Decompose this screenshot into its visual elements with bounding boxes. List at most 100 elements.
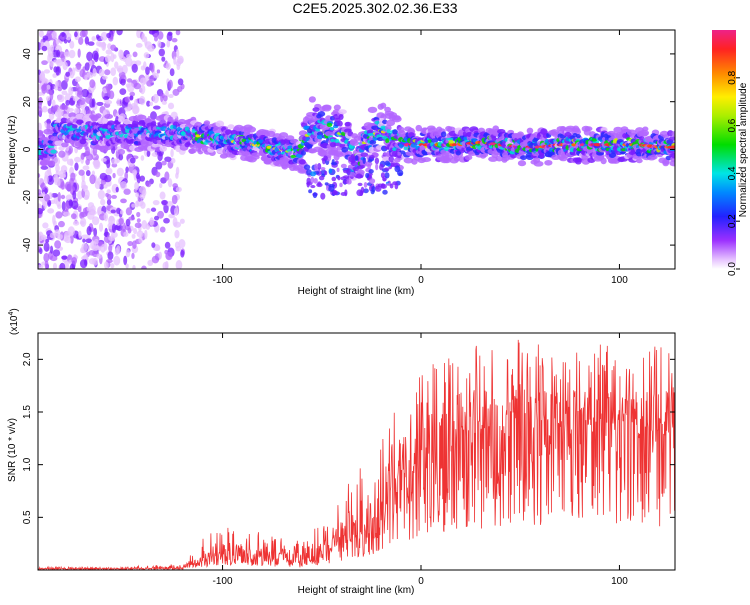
noise-blob bbox=[120, 78, 126, 86]
ridge-blob bbox=[421, 157, 432, 163]
noise-blob bbox=[116, 98, 121, 106]
noise-blob bbox=[151, 255, 160, 264]
ridge-blob bbox=[137, 145, 145, 151]
noise-blob bbox=[60, 181, 65, 190]
ridge-blob bbox=[663, 158, 670, 165]
noise-blob bbox=[164, 241, 171, 249]
ridge-blob bbox=[333, 141, 341, 147]
noise-blob bbox=[104, 55, 112, 63]
noise-blob bbox=[158, 182, 163, 189]
noise-blob bbox=[159, 226, 166, 233]
noise-blob bbox=[59, 262, 66, 269]
ridge-blob bbox=[39, 144, 45, 149]
noise-blob bbox=[56, 49, 61, 58]
noise-blob bbox=[146, 100, 151, 107]
noise-blob bbox=[131, 63, 138, 73]
branch-blob bbox=[391, 150, 398, 158]
ridge-blob bbox=[300, 150, 306, 156]
noise-blob bbox=[170, 148, 174, 158]
noise-blob bbox=[38, 264, 44, 269]
noise-blob bbox=[92, 68, 97, 77]
noise-blob bbox=[133, 227, 138, 235]
top-y-tick-label: 40 bbox=[22, 48, 33, 60]
noise-blob bbox=[177, 55, 184, 64]
noise-blob bbox=[110, 209, 116, 214]
top-y-tick-label: -40 bbox=[22, 237, 33, 252]
ridge-blob bbox=[225, 129, 233, 136]
ridge-blob bbox=[596, 151, 604, 156]
branch-blob bbox=[317, 181, 322, 187]
ridge-blob bbox=[227, 124, 235, 130]
noise-blob bbox=[45, 96, 51, 102]
noise-blob bbox=[127, 240, 134, 247]
branch-blob bbox=[390, 162, 395, 167]
ridge-blob bbox=[455, 150, 462, 156]
noise-blob bbox=[78, 230, 82, 239]
noise-blob bbox=[173, 56, 177, 65]
ridge-blob bbox=[427, 139, 433, 144]
noise-blob bbox=[163, 95, 168, 102]
noise-blob bbox=[130, 157, 136, 164]
noise-blob bbox=[124, 96, 131, 103]
noise-blob bbox=[178, 238, 186, 249]
noise-blob bbox=[38, 173, 41, 178]
noise-blob bbox=[110, 67, 117, 76]
noise-blob bbox=[152, 93, 159, 104]
branch-blob bbox=[352, 166, 359, 172]
ridge-blob bbox=[539, 152, 545, 159]
noise-blob bbox=[103, 110, 107, 116]
noise-blob bbox=[38, 91, 43, 97]
ridge-blob bbox=[306, 144, 313, 150]
ridge-blob bbox=[392, 129, 398, 135]
top-y-axis-label: Frequency (Hz) bbox=[7, 116, 18, 185]
top-x-axis: -100 0 100 bbox=[213, 30, 628, 286]
noise-blob bbox=[41, 84, 47, 94]
ridge-blob bbox=[203, 120, 211, 126]
noise-blob bbox=[145, 181, 152, 188]
noise-blob bbox=[89, 60, 93, 67]
noise-blob bbox=[112, 172, 116, 179]
noise-blob bbox=[40, 165, 49, 170]
noise-blob bbox=[147, 259, 154, 266]
noise-blob bbox=[49, 255, 58, 262]
ridge-blob bbox=[349, 140, 360, 146]
branch-blob bbox=[382, 189, 388, 195]
noise-blob bbox=[150, 111, 157, 120]
noise-blob bbox=[144, 229, 148, 240]
branch-blob bbox=[330, 161, 338, 166]
ridge-blob bbox=[338, 114, 344, 121]
noise-blob bbox=[139, 175, 146, 182]
noise-blob bbox=[79, 211, 85, 220]
noise-blob bbox=[140, 155, 145, 161]
noise-blob bbox=[149, 101, 154, 107]
noise-blob bbox=[126, 78, 133, 83]
noise-blob bbox=[70, 213, 77, 220]
noise-blob bbox=[55, 164, 60, 173]
noise-blob bbox=[153, 105, 161, 110]
branch-blob bbox=[320, 167, 326, 171]
noise-blob bbox=[106, 32, 112, 39]
noise-blob bbox=[91, 36, 96, 42]
noise-blob bbox=[110, 262, 115, 269]
noise-blob bbox=[161, 199, 168, 206]
noise-blob bbox=[63, 211, 71, 217]
noise-blob bbox=[134, 181, 139, 191]
top-x-tick-label: 0 bbox=[418, 275, 424, 286]
noise-blob bbox=[90, 210, 97, 216]
noise-blob bbox=[170, 157, 176, 164]
ridge-blob bbox=[47, 160, 56, 167]
branch-blob bbox=[313, 177, 318, 184]
noise-blob bbox=[43, 174, 49, 184]
ridge-blob bbox=[391, 115, 402, 123]
noise-blob bbox=[143, 52, 150, 59]
noise-blob bbox=[131, 252, 135, 260]
branch-blob bbox=[324, 182, 329, 186]
ridge-blob bbox=[575, 133, 581, 139]
top-x-tick-label: -100 bbox=[213, 275, 233, 286]
noise-blob bbox=[129, 91, 136, 97]
top-panel: -100 0 100 -40 -20 0 20 40 Height of straight … bbox=[7, 29, 676, 297]
noise-blob bbox=[43, 69, 51, 74]
noise-blob bbox=[141, 32, 146, 43]
noise-blob bbox=[102, 75, 108, 80]
noise-blob bbox=[54, 240, 62, 249]
